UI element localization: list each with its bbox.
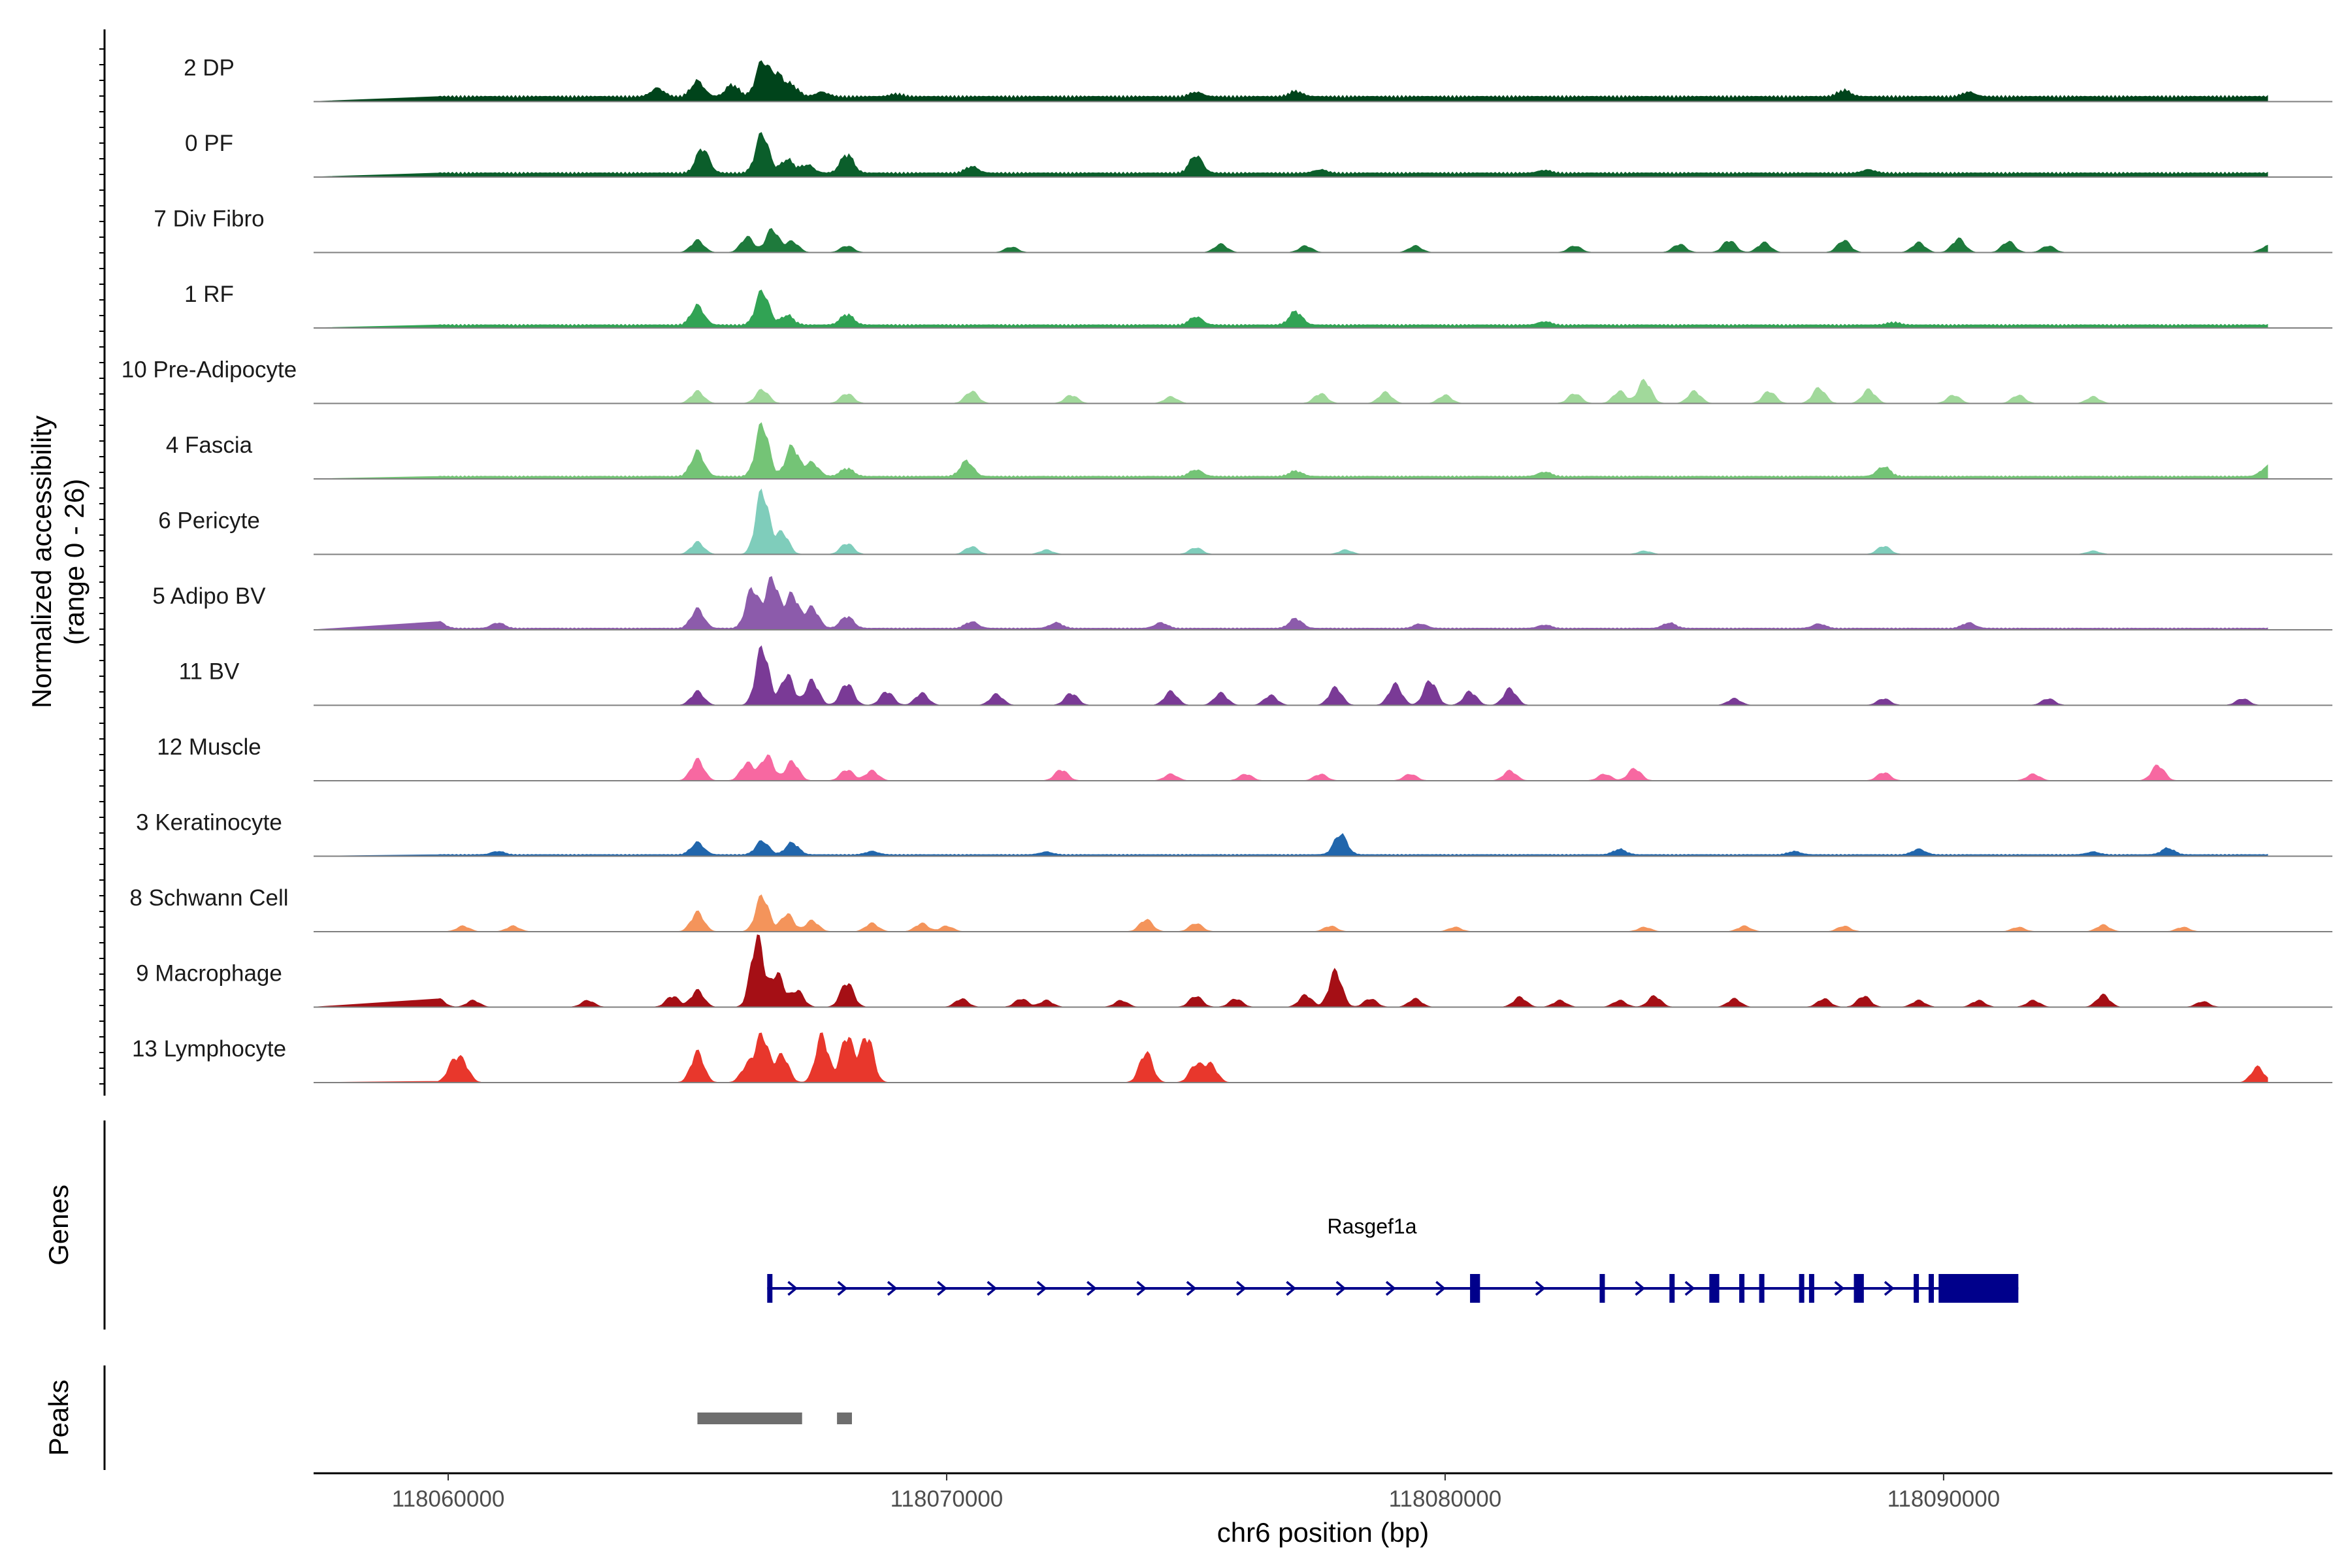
track-coverage-area: [314, 894, 2268, 932]
track-label: 9 Macrophage: [136, 961, 282, 987]
strand-arrow-icon: [1036, 1281, 1047, 1296]
gene-exon-block: [1759, 1274, 1765, 1303]
track-coverage-area: [313, 132, 2268, 178]
accessibility-y-axis: [99, 29, 106, 1096]
gene-utr-block: [1938, 1274, 2019, 1303]
x-tick-label: 118080000: [1389, 1486, 1502, 1512]
peak-region: [837, 1413, 852, 1424]
gene-exon-block: [1799, 1274, 1805, 1303]
track-coverage-area: [313, 422, 2268, 480]
track-2-dp: 2 DP: [184, 56, 2332, 103]
track-4-fascia: 4 Fascia: [166, 422, 2332, 480]
x-axis-title: chr6 position (bp): [1217, 1517, 1429, 1548]
gene-exon-block: [1470, 1274, 1480, 1303]
track-5-adipo-bv: 5 Adipo BV: [152, 576, 2332, 630]
track-label: 8 Schwann Cell: [129, 885, 288, 911]
strand-arrow-icon: [1435, 1281, 1446, 1296]
x-tick-label: 118090000: [1887, 1486, 2001, 1512]
strand-arrow-icon: [1186, 1281, 1197, 1296]
track-12-muscle: 12 Muscle: [157, 734, 2332, 781]
track-6-pericyte: 6 Pericyte: [158, 488, 2332, 555]
gene-exon-block: [1739, 1274, 1745, 1303]
track-coverage-area: [314, 833, 2268, 857]
track-label: 11 BV: [179, 659, 240, 685]
x-axis-ticks: 118060000 118070000 118080000 118090000: [392, 1473, 2000, 1512]
track-0-pf: 0 PF: [185, 131, 2332, 178]
strand-arrow-icon: [1136, 1281, 1147, 1296]
gene-exon-block: [1854, 1274, 1864, 1303]
strand-arrow-icon: [1635, 1281, 1646, 1296]
strand-arrow-icon: [987, 1281, 998, 1296]
track-label: 5 Adipo BV: [152, 583, 266, 609]
peaks-panel-title: Peaks: [43, 1380, 74, 1456]
track-label: 13 Lymphocyte: [132, 1036, 286, 1062]
gene-exon-block: [767, 1274, 773, 1303]
track-coverage-area: [313, 289, 2268, 329]
track-8-schwann-cell: 8 Schwann Cell: [129, 885, 2332, 932]
gene-exon-block: [1669, 1274, 1675, 1303]
strand-arrow-icon: [1235, 1281, 1247, 1296]
strand-arrow-icon: [837, 1281, 848, 1296]
track-label: 1 RF: [184, 282, 234, 307]
track-coverage-area: [314, 378, 2268, 404]
track-coverage-area: [313, 60, 2268, 103]
track-coverage-area: [314, 1032, 2268, 1083]
track-coverage-area: [313, 576, 2268, 630]
gene-name-label: Rasgef1a: [1328, 1215, 1417, 1238]
x-tick-label: 118070000: [890, 1486, 1004, 1512]
strand-arrow-icon: [887, 1281, 898, 1296]
track-label: 2 DP: [184, 56, 235, 81]
x-tick-label: 118060000: [392, 1486, 505, 1512]
gene-exon-block: [1599, 1274, 1605, 1303]
gene-exon-block: [1914, 1274, 1919, 1303]
track-label: 4 Fascia: [166, 433, 253, 458]
strand-arrow-icon: [1385, 1281, 1396, 1296]
genes-panel-title: Genes: [43, 1184, 74, 1266]
track-coverage-area: [313, 934, 2268, 1008]
strand-arrow-icon: [1286, 1281, 1297, 1296]
strand-arrow-icon: [1335, 1281, 1347, 1296]
track-1-rf: 1 RF: [184, 282, 2332, 329]
gene-exon-block: [1808, 1274, 1814, 1303]
track-13-lymphocyte: 13 Lymphocyte: [132, 1032, 2332, 1083]
coverage-tracks: 2 DP 0 PF 7 Div Fibro 1 RF 10 Pre-Adipocyte 4…: [122, 56, 2332, 1083]
peak-regions: [697, 1413, 852, 1424]
track-label: 7 Div Fibro: [154, 206, 264, 232]
track-coverage-area: [314, 488, 2268, 555]
strand-arrow-icon: [1535, 1281, 1546, 1296]
gene-model: [767, 1274, 2019, 1303]
track-3-keratinocyte: 3 Keratinocyte: [136, 810, 2332, 857]
gene-exon-block: [1929, 1274, 1934, 1303]
track-9-macrophage: 9 Macrophage: [136, 934, 2332, 1008]
track-label: 6 Pericyte: [158, 508, 260, 534]
y-axis-title: Normalized accessibility: [26, 416, 57, 708]
strand-arrow-icon: [1684, 1281, 1695, 1296]
track-11-bv: 11 BV: [179, 645, 2332, 706]
strand-arrow-icon: [1884, 1281, 1895, 1296]
track-label: 12 Muscle: [157, 734, 261, 760]
strand-arrow-icon: [1834, 1281, 1845, 1296]
gene-exon-block: [1709, 1274, 1720, 1303]
strand-arrow-icon: [787, 1281, 798, 1296]
track-coverage-area: [314, 645, 2268, 706]
track-10-pre-adipocyte: 10 Pre-Adipocyte: [122, 357, 2332, 404]
track-label: 0 PF: [185, 131, 233, 156]
track-label: 3 Keratinocyte: [136, 810, 282, 836]
y-axis-range-label: (range 0 - 26): [59, 479, 90, 645]
track-label: 10 Pre-Adipocyte: [122, 357, 297, 383]
peak-region: [697, 1413, 802, 1424]
track-coverage-area: [314, 754, 2268, 781]
track-7-div-fibro: 7 Div Fibro: [154, 206, 2332, 253]
strand-arrow-icon: [1086, 1281, 1097, 1296]
strand-arrow-icon: [937, 1281, 948, 1296]
track-coverage-area: [314, 228, 2268, 253]
